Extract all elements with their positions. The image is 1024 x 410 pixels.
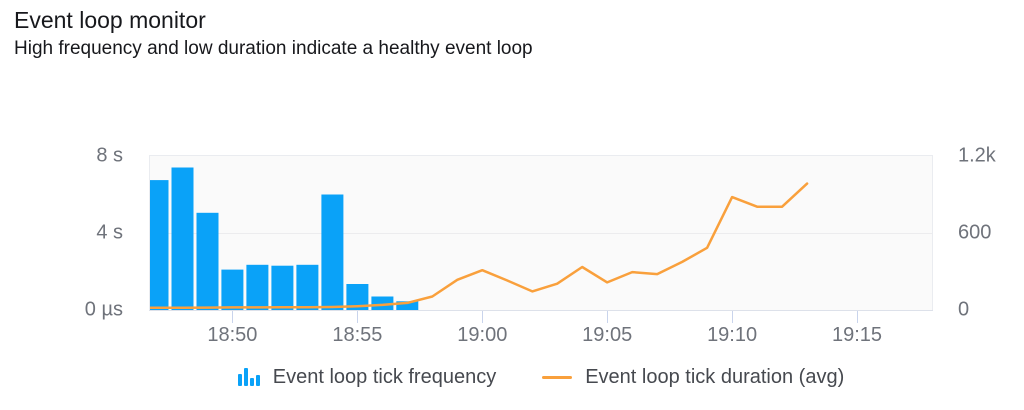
frequency-bar	[346, 284, 369, 310]
y-axis-label-right: 600	[958, 221, 992, 244]
y-axis-label-right: 0	[958, 298, 970, 321]
frequency-bar	[396, 301, 419, 310]
frequency-bar	[221, 269, 244, 310]
frequency-bar	[150, 180, 169, 310]
frequency-bar	[271, 265, 294, 310]
x-tick-label: 19:00	[457, 324, 508, 346]
legend-label-frequency: Event loop tick frequency	[272, 365, 497, 388]
duration-line	[150, 182, 809, 309]
x-tick-label: 18:50	[207, 324, 258, 346]
page-title: Event loop monitor	[14, 7, 206, 33]
line-series-icon	[542, 375, 573, 379]
y-axis-label-left: 0 µs	[84, 298, 123, 321]
legend-label-duration: Event loop tick duration (avg)	[585, 365, 845, 388]
x-tick-mark	[731, 311, 733, 323]
y-axis-label-left: 8 s	[96, 144, 123, 167]
frequency-bar	[196, 212, 219, 310]
y-axis-label-left: 4 s	[96, 221, 123, 244]
frequency-bar	[296, 264, 319, 310]
x-tick-mark	[231, 311, 233, 323]
x-tick-mark	[606, 311, 608, 323]
chart-legend: Event loop tick frequency Event loop tic…	[150, 352, 932, 402]
x-tick-label: 18:55	[332, 324, 383, 346]
x-axis-line	[149, 310, 933, 311]
x-tick-mark	[481, 311, 483, 323]
left-y-axis: 8 s 4 s 0 µs	[0, 145, 123, 321]
x-tick-label: 19:05	[582, 324, 633, 346]
frequency-bar	[321, 194, 344, 310]
right-y-axis: 1.2k 600 0	[958, 145, 1024, 321]
legend-item-frequency[interactable]: Event loop tick frequency	[237, 365, 497, 389]
legend-item-duration[interactable]: Event loop tick duration (avg)	[542, 366, 844, 389]
x-axis: 18:50 18:55 19:00 19:05 19:10 19:15	[150, 311, 932, 355]
x-tick-label: 19:15	[831, 324, 883, 346]
frequency-bar	[371, 296, 394, 310]
page-subtitle: High frequency and low duration indicate…	[14, 38, 533, 59]
bar-chart-icon	[237, 368, 260, 386]
frequency-bar	[246, 264, 269, 310]
x-tick-mark	[356, 311, 358, 323]
mid-gridline	[150, 233, 932, 234]
plot-svg[interactable]	[150, 156, 932, 310]
x-tick-mark	[856, 311, 858, 323]
x-tick-label: 19:10	[707, 324, 758, 346]
y-axis-label-right: 1.2k	[958, 144, 996, 167]
frequency-bar	[171, 167, 194, 310]
